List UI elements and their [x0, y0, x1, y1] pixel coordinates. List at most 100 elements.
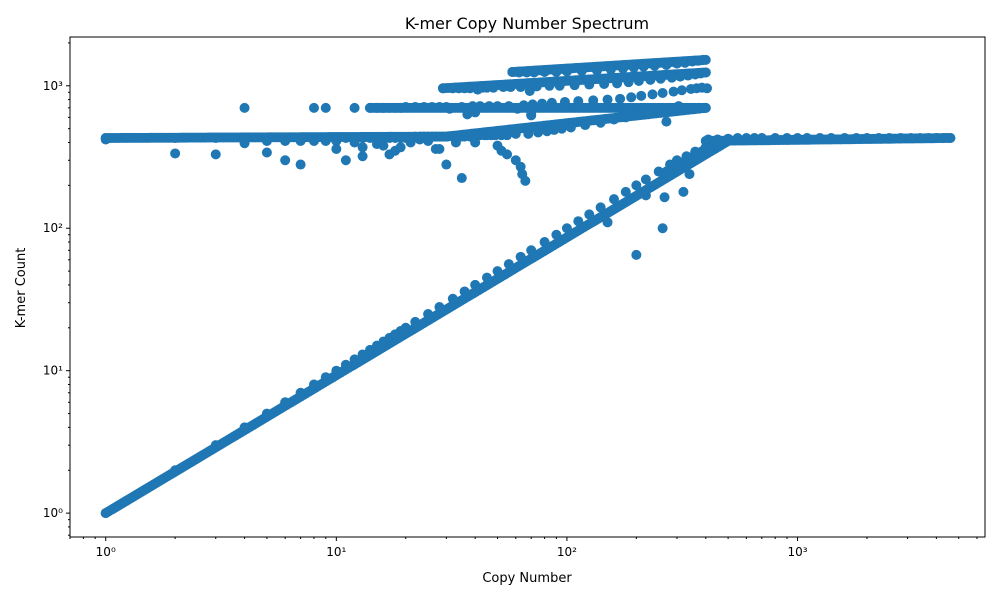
data-points-layer: [100, 54, 956, 519]
data-point: [666, 72, 677, 83]
data-point: [643, 107, 654, 118]
data-point: [515, 251, 526, 262]
data-point: [492, 266, 503, 277]
data-point: [588, 95, 599, 106]
data-point: [700, 67, 711, 78]
data-point: [434, 101, 445, 112]
data-point: [395, 142, 406, 153]
data-point: [554, 80, 565, 91]
data-point: [573, 96, 584, 107]
data-point: [612, 78, 623, 89]
data-point: [100, 508, 111, 519]
data-point: [615, 93, 626, 104]
data-point: [280, 155, 291, 166]
data-point: [671, 155, 682, 166]
data-point: [444, 103, 455, 114]
data-point: [673, 101, 684, 112]
y-tick-label: 10²: [43, 221, 63, 235]
data-point: [331, 135, 342, 146]
data-point: [609, 114, 619, 125]
x-tick-label: 10²: [557, 545, 577, 559]
data-point: [671, 58, 682, 69]
data-point: [261, 147, 272, 158]
x-axis-ticks: 10⁰ 10¹ 10² 10³: [69, 537, 978, 559]
data-point: [681, 102, 692, 113]
data-point: [576, 65, 587, 76]
plot-frame: [69, 36, 986, 538]
data-point: [280, 135, 291, 146]
data-point: [515, 82, 526, 93]
data-point: [308, 379, 319, 390]
data-point: [349, 354, 360, 365]
data-point: [502, 149, 513, 160]
data-point: [521, 67, 532, 78]
data-point: [410, 101, 421, 112]
data-point: [620, 186, 631, 197]
data-point: [481, 272, 492, 283]
data-point: [699, 102, 710, 113]
data-point: [320, 102, 331, 113]
data-point: [427, 101, 438, 112]
data-point: [792, 132, 803, 143]
data-point: [814, 132, 825, 143]
data-point: [518, 100, 529, 111]
data-point: [573, 216, 584, 227]
data-point: [100, 134, 111, 145]
data-point: [459, 286, 470, 297]
data-point: [320, 372, 331, 383]
data-point: [502, 130, 513, 141]
data-point: [470, 137, 481, 148]
data-point: [170, 465, 181, 476]
data-point: [609, 194, 619, 205]
data-point: [584, 79, 595, 90]
data-point: [378, 140, 389, 151]
data-point: [239, 102, 250, 113]
data-point: [410, 316, 421, 327]
data-point: [400, 322, 411, 333]
data-point: [475, 101, 486, 112]
data-point: [873, 132, 884, 143]
x-tick-label: 10³: [787, 545, 807, 559]
data-point: [295, 159, 306, 170]
data-point: [681, 151, 692, 162]
data-point: [357, 142, 368, 153]
data-point: [770, 132, 781, 143]
data-point: [551, 66, 562, 77]
data-point: [712, 134, 723, 145]
data-point: [653, 104, 664, 115]
data-point: [602, 94, 613, 105]
data-point: [678, 186, 689, 197]
data-point: [441, 159, 452, 170]
data-point: [400, 101, 411, 112]
data-point: [905, 132, 916, 143]
x-tick-label: 10⁰: [96, 545, 116, 559]
data-point: [679, 57, 690, 68]
data-point: [527, 99, 538, 110]
data-point: [514, 67, 525, 78]
data-point: [595, 117, 606, 128]
data-point: [631, 249, 642, 260]
data-point: [533, 127, 544, 138]
data-point: [365, 132, 376, 143]
data-point: [945, 132, 956, 143]
data-point: [628, 62, 639, 73]
data-point: [569, 80, 580, 91]
data-point: [659, 192, 670, 203]
data-point: [702, 83, 713, 94]
data-point: [636, 90, 647, 101]
data-point: [456, 101, 467, 112]
data-point: [526, 110, 537, 121]
x-axis-label: Copy Number: [482, 571, 572, 586]
data-point: [492, 101, 503, 112]
data-point: [620, 112, 631, 123]
data-point: [434, 301, 445, 312]
data-point: [633, 76, 644, 87]
data-point: [561, 223, 572, 234]
data-point: [655, 73, 666, 84]
data-point: [741, 132, 752, 143]
data-point: [544, 80, 555, 91]
data-point: [523, 128, 534, 139]
data-point: [676, 85, 687, 96]
data-point: [340, 132, 351, 143]
